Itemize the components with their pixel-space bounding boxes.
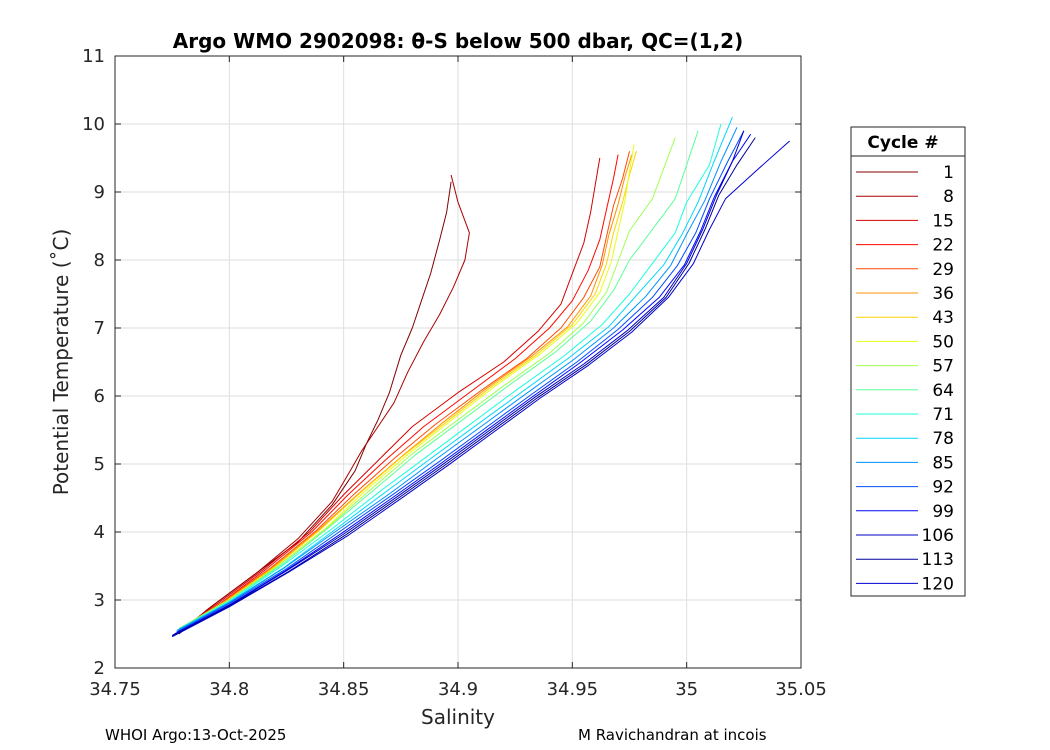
legend-label-cycle-15: 15 bbox=[932, 211, 954, 231]
x-tick-label: 35 bbox=[675, 679, 698, 700]
series-line-cycle-99 bbox=[174, 133, 752, 635]
y-tick-label: 10 bbox=[82, 114, 105, 135]
y-axis-ticks: 2 3 4 5 6 7 8 9 10 11 bbox=[82, 46, 801, 679]
legend-title: Cycle # bbox=[867, 133, 938, 153]
legend-label-cycle-1: 1 bbox=[943, 163, 954, 183]
series-line-cycle-113 bbox=[171, 137, 756, 637]
legend-label-cycle-113: 113 bbox=[922, 550, 954, 570]
y-tick-label: 8 bbox=[94, 250, 105, 271]
series-line-cycle-1 bbox=[178, 181, 452, 635]
series-line-cycle-64 bbox=[178, 130, 699, 630]
legend-label-cycle-106: 106 bbox=[922, 526, 954, 546]
x-tick-label: 34.85 bbox=[318, 679, 370, 700]
y-tick-label: 9 bbox=[94, 182, 105, 203]
y-tick-label: 7 bbox=[94, 318, 105, 339]
legend-label-cycle-43: 43 bbox=[932, 308, 954, 328]
legend-label-cycle-36: 36 bbox=[932, 284, 954, 304]
series-line-cycle-85 bbox=[176, 127, 738, 632]
legend-box bbox=[850, 126, 966, 597]
x-tick-label: 34.75 bbox=[89, 679, 141, 700]
chart-title: Argo WMO 2902098: θ-S below 500 dbar, QC… bbox=[173, 29, 743, 53]
grid-lines bbox=[115, 56, 801, 668]
legend-label-cycle-29: 29 bbox=[932, 260, 954, 280]
y-tick-label: 11 bbox=[82, 46, 105, 67]
series-line-cycle-92 bbox=[176, 130, 745, 633]
series-line-cycle-8 bbox=[178, 174, 470, 633]
legend-label-cycle-64: 64 bbox=[932, 381, 954, 401]
series-line-cycle-50 bbox=[178, 144, 635, 630]
x-tick-label: 34.8 bbox=[209, 679, 249, 700]
series-line-cycle-36 bbox=[178, 154, 633, 630]
y-tick-label: 6 bbox=[94, 386, 105, 407]
series-line-cycle-22 bbox=[178, 154, 619, 632]
legend-label-cycle-71: 71 bbox=[932, 405, 954, 425]
legend-label-cycle-57: 57 bbox=[932, 357, 954, 377]
legend-label-cycle-120: 120 bbox=[922, 574, 954, 594]
legend-entries: 1 8 15 22 29 36 43 50 57 64 71 78 85 92 99 106 113 120 bbox=[856, 163, 954, 594]
x-axis-label: Salinity bbox=[421, 705, 495, 729]
x-tick-label: 34.95 bbox=[547, 679, 599, 700]
footer-left: WHOI Argo:13-Oct-2025 bbox=[105, 726, 286, 744]
legend-label-cycle-8: 8 bbox=[943, 187, 954, 207]
legend-label-cycle-85: 85 bbox=[932, 453, 954, 473]
y-tick-label: 5 bbox=[94, 454, 105, 475]
y-axis-label: Potential Temperature (˚C) bbox=[49, 229, 73, 496]
y-tick-label: 4 bbox=[94, 522, 105, 543]
y-tick-label: 3 bbox=[94, 590, 105, 611]
series-line-cycle-71 bbox=[178, 123, 722, 630]
legend-label-cycle-22: 22 bbox=[932, 236, 954, 256]
legend-label-cycle-99: 99 bbox=[932, 502, 954, 522]
series-layer bbox=[171, 117, 790, 638]
x-tick-label: 35.05 bbox=[775, 679, 827, 700]
series-line-cycle-29 bbox=[178, 151, 630, 631]
legend: Cycle # 18152229364350576471788592991061… bbox=[850, 126, 966, 597]
legend-label-cycle-50: 50 bbox=[932, 332, 954, 352]
series-line-cycle-78 bbox=[178, 117, 733, 631]
x-axis-ticks: 34.75 34.8 34.85 34.9 34.95 35 35.05 bbox=[89, 56, 827, 700]
x-tick-label: 34.9 bbox=[438, 679, 478, 700]
footer-right: M Ravichandran at incois bbox=[578, 726, 767, 744]
series-line-cycle-120 bbox=[171, 140, 790, 638]
series-line-cycle-15 bbox=[178, 157, 601, 632]
y-tick-label: 2 bbox=[94, 658, 105, 679]
legend-label-cycle-92: 92 bbox=[932, 478, 954, 498]
legend-label-cycle-78: 78 bbox=[932, 429, 954, 449]
series-line-cycle-43 bbox=[178, 151, 637, 630]
series-line-cycle-57 bbox=[178, 137, 676, 630]
series-line-cycle-106 bbox=[171, 130, 745, 636]
